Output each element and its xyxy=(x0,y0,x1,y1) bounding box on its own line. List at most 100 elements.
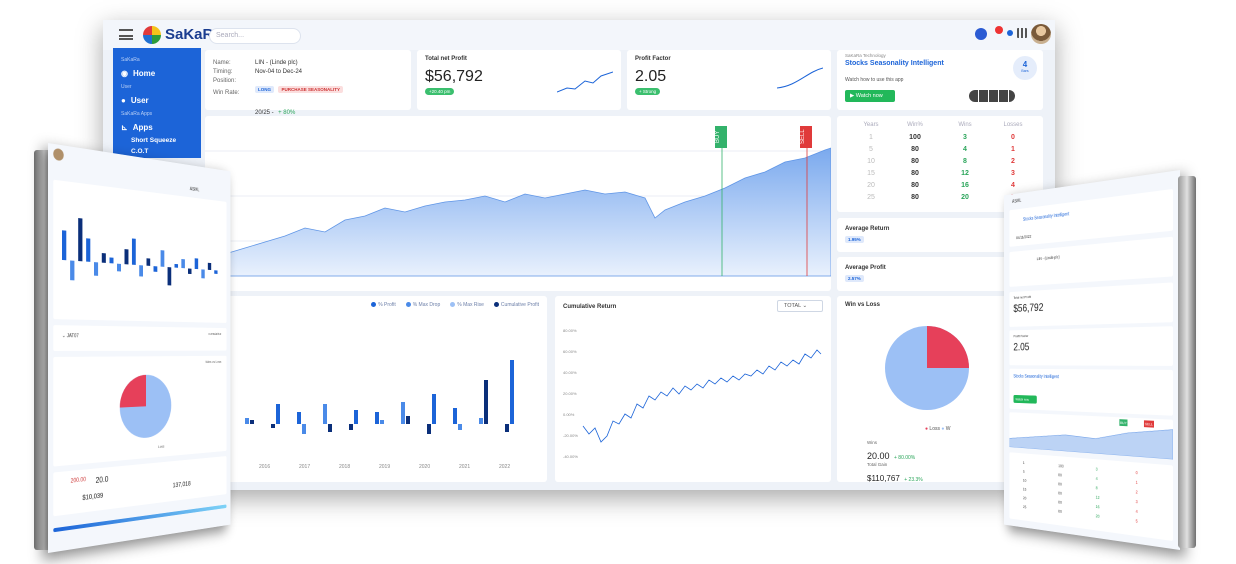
right-book-date: 04/11/2022 xyxy=(1016,234,1032,241)
total-label: Total Gain xyxy=(867,462,888,467)
yearly-bar xyxy=(453,408,457,424)
right-book-stats-cell: 80 xyxy=(1058,490,1062,496)
wins-pct: + 80.00% xyxy=(893,455,916,461)
yearly-bar-chart xyxy=(219,360,514,442)
price-area-chart xyxy=(205,126,831,277)
right-book-stats-cell: 0 xyxy=(1135,470,1138,476)
stats-cell: 4 xyxy=(1011,182,1015,189)
sidebar-section-label: User xyxy=(121,84,132,90)
watch-now-button[interactable]: ▶ Watch now xyxy=(845,90,895,102)
right-book-stats-cell: 4 xyxy=(1095,476,1098,481)
right-book-watch-button[interactable]: Watch now xyxy=(1013,394,1037,404)
yearly-bar xyxy=(479,418,483,424)
avatar[interactable] xyxy=(1031,24,1051,44)
right-book-stats-cell: 80 xyxy=(1058,508,1062,514)
cumulative-select[interactable]: TOTAL ⌄ xyxy=(777,300,823,312)
pie-legend: ● Loss ● W xyxy=(925,426,951,432)
yearly-bar xyxy=(328,424,332,432)
year-tick-label: 2021 xyxy=(459,464,471,470)
user-avatars-group xyxy=(969,90,1015,102)
average-return-value: 1.95% xyxy=(845,236,864,243)
cumulative-y-tick: 40.00% xyxy=(563,370,577,375)
bar-chart-legend: % Profit % Max Drop % Max Rise Cumulativ… xyxy=(371,302,539,308)
menu-icon[interactable] xyxy=(119,29,133,40)
winrate-pct: + 80% xyxy=(278,110,296,116)
notification-icon[interactable] xyxy=(995,26,1003,34)
left-book-bar xyxy=(201,269,205,279)
apps-grid-icon[interactable] xyxy=(1017,28,1027,38)
left-book-bar xyxy=(207,262,212,271)
winrate-row: 20/25 - + 80% xyxy=(255,101,343,119)
stats-cell: 80 xyxy=(911,182,919,189)
stats-cell: 10 xyxy=(867,158,875,165)
left-book-select[interactable]: ⌄ JAT07 xyxy=(61,333,79,340)
left-book-bar xyxy=(188,268,192,275)
left-book-bar xyxy=(167,267,172,286)
right-book-pf: Profit Factor 2.05 xyxy=(1009,326,1173,366)
stats-cell: 3 xyxy=(1011,170,1015,177)
long-badge: LONG xyxy=(255,86,274,93)
legend-max-drop: % Max Drop xyxy=(405,302,440,308)
status-dot-icon xyxy=(1007,30,1013,36)
pie-loss-slice xyxy=(927,326,969,368)
sidebar-item-home[interactable]: ◉ Home xyxy=(113,66,201,81)
price-area xyxy=(205,147,831,277)
sidebar-item-user[interactable]: ● User xyxy=(113,93,201,108)
yearly-bar xyxy=(375,412,379,424)
left-book-cum-label: cumulative xyxy=(208,331,222,336)
yearly-bar xyxy=(380,420,384,424)
legend-max-rise: % Max Rise xyxy=(450,302,484,308)
sell-marker: SELL xyxy=(800,126,812,148)
right-book-stats-cell: 1 xyxy=(1022,460,1025,465)
chart-icon: ⊾ xyxy=(121,123,128,132)
info-values: LIN - (Linde plc) Nov-04 to Dec-24 LONG … xyxy=(255,60,343,119)
right-book-stats-cell: 80 xyxy=(1058,481,1062,487)
left-book-stat1: 200.00 xyxy=(70,477,87,485)
stats-header-cell: Win% xyxy=(907,122,923,128)
search-input[interactable]: Search... xyxy=(209,28,301,44)
yearly-bar xyxy=(406,416,410,424)
chevron-down-icon: ⌄ xyxy=(802,303,808,309)
average-profit-title: Average Profit xyxy=(845,265,886,271)
left-book-bar-chart xyxy=(61,218,218,286)
left-book-bar xyxy=(109,257,114,264)
cumulative-line-chart xyxy=(582,349,822,443)
left-book-bar xyxy=(70,260,75,281)
stats-cell: 0 xyxy=(1011,134,1015,141)
net-profit-sparkline xyxy=(557,71,613,93)
right-book-stats-cell: 80 xyxy=(1058,499,1062,505)
left-book-stat4: $10,039 xyxy=(82,492,104,502)
left-book-bar xyxy=(131,238,136,265)
left-book-bar xyxy=(181,259,185,269)
sidebar-subitem-short-squeeze[interactable]: Short Squeeze xyxy=(131,137,177,144)
wins-label: Wins xyxy=(867,440,877,445)
yearly-bar xyxy=(302,424,306,434)
left-book-bar xyxy=(194,258,199,270)
total-pct: + 23.3% xyxy=(904,477,923,483)
left-book-bar xyxy=(61,230,67,261)
cumulative-line xyxy=(582,349,822,443)
yearly-bar xyxy=(505,424,509,432)
right-book-header: ASML xyxy=(1012,198,1022,205)
year-tick-label: 2019 xyxy=(379,464,391,470)
wins-row: 20.00 + 80.00% xyxy=(867,446,915,464)
timing-label: Timing: xyxy=(213,69,233,75)
right-book-stats-cell: 4 xyxy=(1135,508,1138,514)
right-book-buy: BUY xyxy=(1119,419,1128,427)
sidebar-subitem-cot[interactable]: C.O.T xyxy=(131,148,149,155)
right-book-stats-cell: 12 xyxy=(1095,494,1100,500)
globe-icon: ◉ xyxy=(121,69,128,78)
dark-mode-icon[interactable] xyxy=(975,28,987,40)
cumulative-y-tick: -40.00% xyxy=(563,454,578,459)
yearly-bar xyxy=(432,394,436,424)
winrate-value: 20/25 - xyxy=(255,110,274,116)
left-book-bar xyxy=(153,266,158,272)
average-return-title: Average Return xyxy=(845,226,890,232)
left-book-pie-card: Wins vs Loss Loss xyxy=(53,355,227,467)
right-book-screen: ASML Stocks Seasonality Intelligent 04/1… xyxy=(1004,170,1180,550)
left-book-bar xyxy=(78,218,83,262)
promo-kicker: SaKaRa Technology xyxy=(845,53,886,58)
sidebar-item-apps[interactable]: ⊾ Apps xyxy=(113,120,201,135)
left-book-bar xyxy=(174,263,179,268)
